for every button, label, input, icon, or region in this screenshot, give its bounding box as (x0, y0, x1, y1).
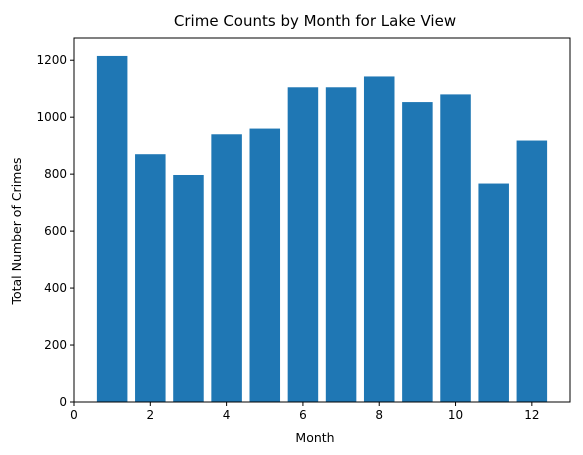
bar-month-9 (402, 102, 433, 403)
x-tick-label: 12 (524, 408, 539, 422)
y-tick-label: 600 (44, 224, 67, 238)
x-tick-label: 8 (375, 408, 383, 422)
bar-month-11 (478, 183, 509, 402)
y-tick-label: 0 (59, 395, 67, 409)
x-tick-label: 0 (70, 408, 78, 422)
bar-month-10 (440, 94, 471, 403)
y-axis-label: Total Number of Crimes (9, 157, 24, 305)
y-tick-label: 1000 (36, 110, 67, 124)
bar-month-5 (249, 128, 281, 403)
x-axis-ticks: 0 2 4 6 8 10 12 (70, 402, 539, 422)
x-axis-label: Month (295, 430, 334, 445)
bar-month-1 (96, 55, 128, 402)
y-tick-label: 800 (44, 167, 67, 181)
bar-month-2 (135, 154, 166, 402)
bar-month-3 (173, 174, 204, 402)
bar-month-12 (516, 140, 548, 402)
bar-month-4 (211, 134, 242, 402)
bars-group (96, 55, 548, 403)
x-tick-label: 4 (223, 408, 231, 422)
y-axis-ticks: 0 200 400 600 800 1000 1200 (36, 53, 74, 409)
bar-month-7 (325, 87, 357, 402)
bar-month-8 (363, 76, 395, 402)
y-tick-label: 1200 (36, 53, 67, 67)
y-tick-label: 200 (44, 338, 67, 352)
x-tick-label: 10 (448, 408, 463, 422)
y-tick-label: 400 (44, 281, 67, 295)
bar-month-6 (287, 87, 319, 402)
chart-title: Crime Counts by Month for Lake View (174, 12, 456, 30)
x-tick-label: 2 (146, 408, 154, 422)
plot-frame (73, 37, 571, 403)
x-tick-label: 6 (299, 408, 307, 422)
